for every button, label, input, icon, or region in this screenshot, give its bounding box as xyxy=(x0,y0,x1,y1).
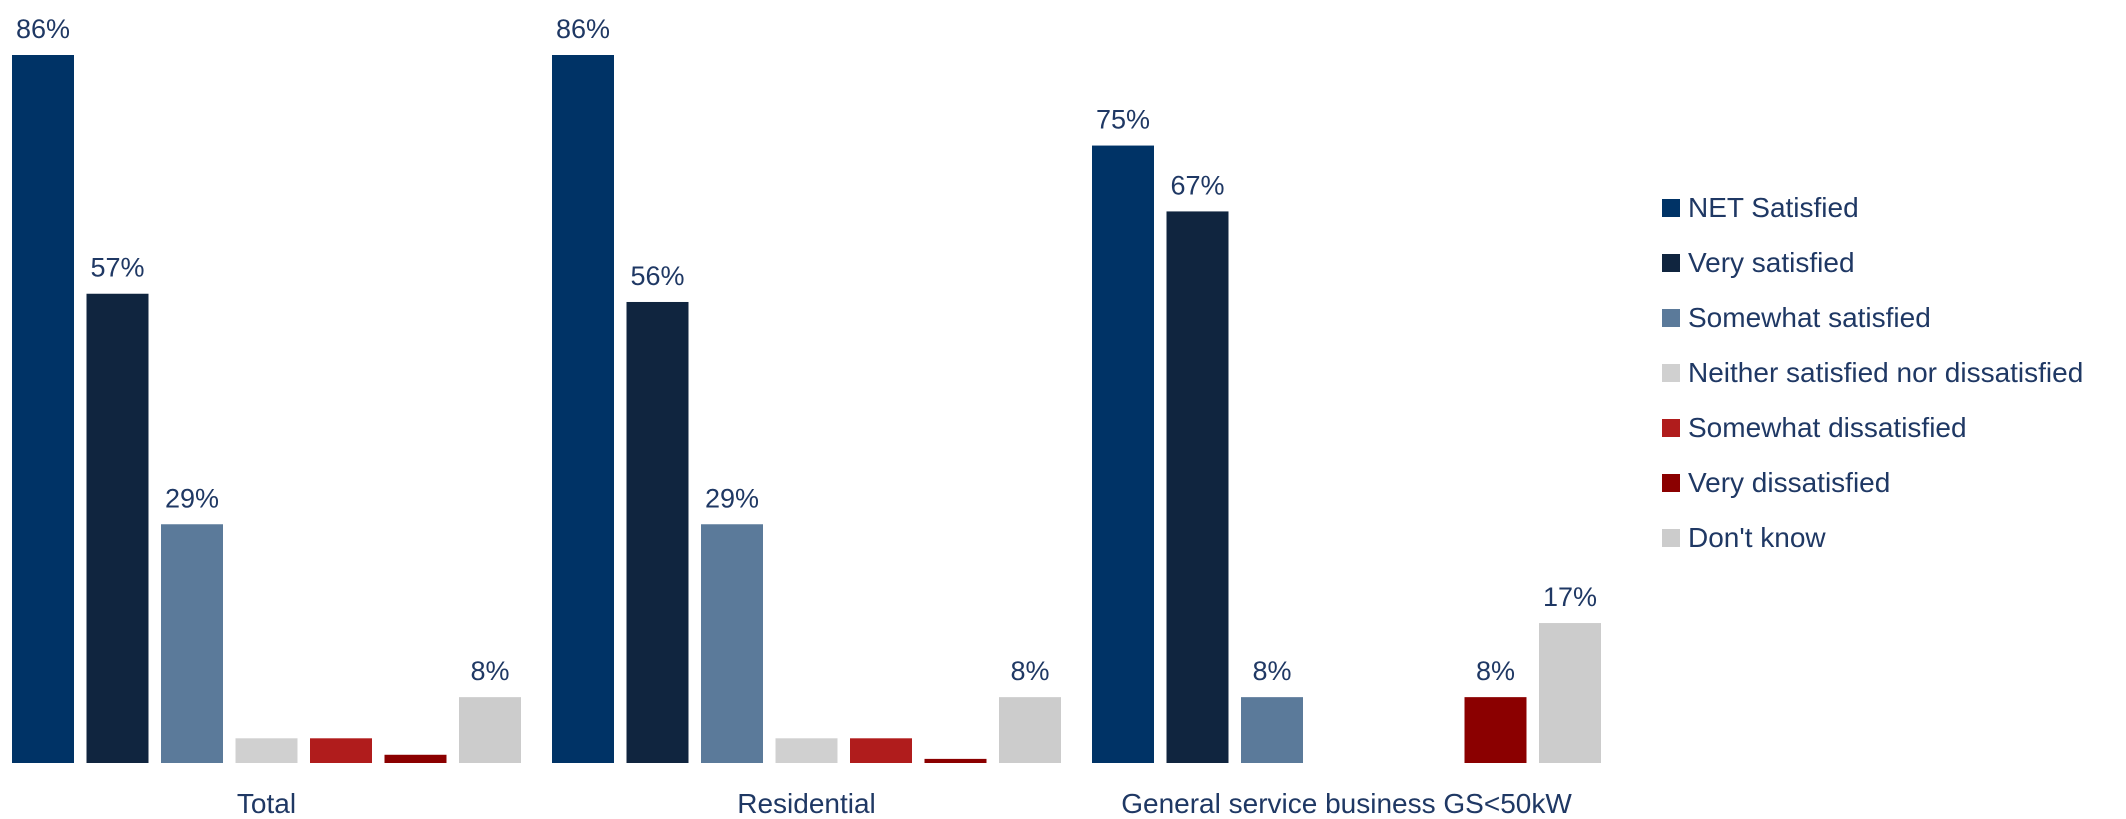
bar-1-3 xyxy=(775,738,838,763)
bar-1-0 xyxy=(552,55,614,763)
bar-2-6 xyxy=(1539,623,1601,763)
value-label-1-6: 8% xyxy=(1010,656,1049,686)
bars-layer xyxy=(12,55,1601,764)
bar-0-2 xyxy=(161,524,223,763)
bar-0-1 xyxy=(86,293,149,763)
value-label-1-0: 86% xyxy=(556,14,610,44)
value-label-2-5: 8% xyxy=(1476,656,1515,686)
bar-1-2 xyxy=(701,524,763,763)
legend-label-1: Very satisfied xyxy=(1688,247,1855,278)
legend-label-6: Don't know xyxy=(1688,522,1826,553)
legend-label-3: Neither satisfied nor dissatisfied xyxy=(1688,357,2083,388)
legend-swatch-1 xyxy=(1662,254,1680,272)
legend: NET Satisfied Very satisfied Somewhat sati… xyxy=(1662,192,2083,553)
value-labels-layer: 86% 57% 29% 8% 86% 56% 29% 8% 75% 67% 8% 8% 17% xyxy=(16,14,1597,686)
category-labels-layer: Total Residential General service business… xyxy=(237,788,1572,819)
value-label-0-0: 86% xyxy=(16,14,70,44)
value-label-1-1: 56% xyxy=(630,261,684,291)
bar-2-5 xyxy=(1464,697,1527,763)
value-label-0-1: 57% xyxy=(90,253,144,283)
legend-swatch-3 xyxy=(1662,364,1680,382)
category-label-1: Residential xyxy=(737,788,876,819)
legend-swatch-2 xyxy=(1662,309,1680,327)
value-label-2-0: 75% xyxy=(1096,105,1150,135)
bar-1-4 xyxy=(850,738,912,763)
legend-label-5: Very dissatisfied xyxy=(1688,467,1890,498)
bar-2-0 xyxy=(1092,145,1154,764)
value-label-2-1: 67% xyxy=(1170,170,1224,200)
value-label-2-2: 8% xyxy=(1252,656,1291,686)
legend-swatch-6 xyxy=(1662,529,1680,547)
value-label-2-6: 17% xyxy=(1543,582,1597,612)
category-label-0: Total xyxy=(237,788,296,819)
legend-label-4: Somewhat dissatisfied xyxy=(1688,412,1967,443)
bar-0-5 xyxy=(384,754,447,763)
legend-label-2: Somewhat satisfied xyxy=(1688,302,1931,333)
value-label-0-2: 29% xyxy=(165,483,219,513)
bar-2-2 xyxy=(1241,697,1303,763)
value-label-0-6: 8% xyxy=(470,656,509,686)
legend-swatch-5 xyxy=(1662,474,1680,492)
bar-1-6 xyxy=(999,697,1061,763)
bar-2-1 xyxy=(1166,211,1229,764)
bar-1-1 xyxy=(626,301,689,763)
legend-swatch-0 xyxy=(1662,199,1680,217)
legend-swatch-4 xyxy=(1662,419,1680,437)
bar-0-0 xyxy=(12,55,74,763)
legend-label-0: NET Satisfied xyxy=(1688,192,1859,223)
bar-0-3 xyxy=(235,738,298,763)
category-label-2: General service business GS<50kW xyxy=(1121,788,1572,819)
bar-0-4 xyxy=(310,738,372,763)
value-label-1-2: 29% xyxy=(705,483,759,513)
bar-0-6 xyxy=(459,697,521,763)
bar-1-5 xyxy=(924,758,987,763)
